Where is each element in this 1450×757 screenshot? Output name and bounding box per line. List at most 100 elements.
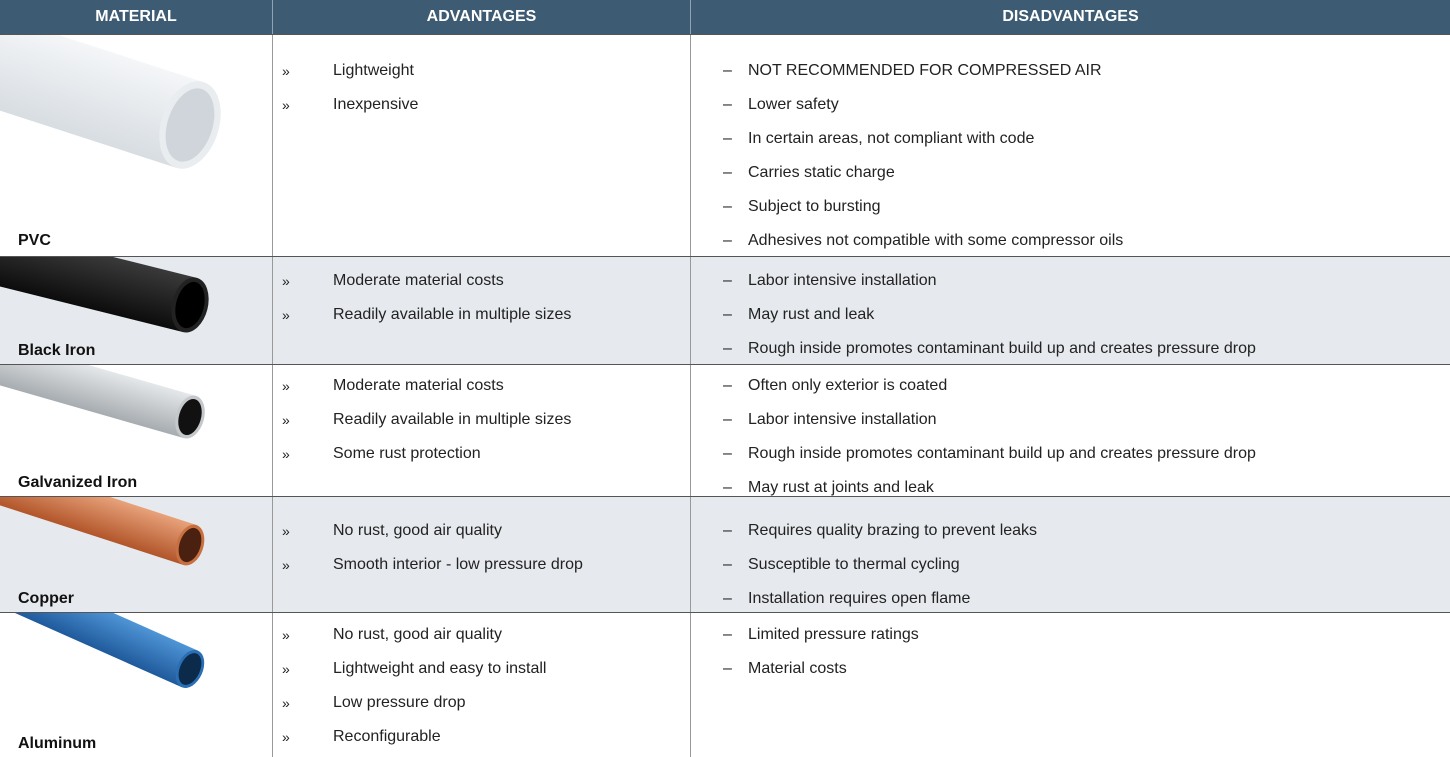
- column-divider: [272, 365, 273, 496]
- pipe-image: [0, 35, 221, 169]
- advantage: Readily available in multiple sizes: [333, 306, 572, 323]
- material-name: Copper: [18, 590, 74, 607]
- advantage: Smooth interior - low pressure drop: [333, 556, 583, 573]
- column-divider: [690, 613, 691, 757]
- disadvantage: Adhesives not compatible with some compr…: [748, 232, 1124, 249]
- advantage: No rust, good air quality: [333, 626, 502, 643]
- dash: –: [723, 660, 732, 677]
- disadvantage: May rust and leak: [748, 306, 875, 323]
- dash: –: [723, 96, 732, 113]
- material-name: PVC: [18, 232, 51, 249]
- column-divider: [690, 35, 691, 256]
- pipe-shape: [0, 497, 197, 565]
- disadvantage: Installation requires open flame: [748, 590, 971, 607]
- pipe-shape: [178, 653, 202, 685]
- dash: –: [723, 522, 732, 539]
- column-divider: [690, 257, 691, 364]
- pipe-shape: [0, 35, 221, 169]
- dash: –: [723, 198, 732, 215]
- dash: –: [723, 62, 732, 79]
- advantage: Low pressure drop: [333, 694, 466, 711]
- bullet: »: [282, 729, 290, 745]
- dash: –: [723, 130, 732, 147]
- disadvantage: Labor intensive installation: [748, 272, 937, 289]
- dash: –: [723, 626, 732, 643]
- dash: –: [723, 445, 732, 462]
- bullet: »: [282, 307, 290, 323]
- material-name: Aluminum: [18, 735, 97, 752]
- dash: –: [723, 590, 732, 607]
- disadvantage: Material costs: [748, 660, 847, 677]
- pipe-image: [0, 497, 205, 566]
- dash: –: [723, 556, 732, 573]
- dash: –: [723, 232, 732, 249]
- pipe-image: [0, 613, 205, 688]
- table-row: Black Iron » Moderate material costs » Readi…: [0, 256, 1450, 364]
- pipe-shape: [0, 365, 205, 439]
- pipe-image: [0, 365, 205, 439]
- advantage: Reconfigurable: [333, 728, 441, 745]
- column-header: DISADVANTAGES: [690, 0, 1450, 34]
- advantage: Inexpensive: [333, 96, 419, 113]
- disadvantage: NOT RECOMMENDED FOR COMPRESSED AIR: [748, 62, 1102, 79]
- column-divider: [272, 257, 273, 364]
- disadvantage: Limited pressure ratings: [748, 626, 919, 643]
- disadvantage: Rough inside promotes contaminant build …: [748, 340, 1256, 357]
- table-row: Copper » No rust, good air quality » Smooth …: [0, 496, 1450, 612]
- bullet: »: [282, 695, 290, 711]
- bullet: »: [282, 627, 290, 643]
- material-name: Black Iron: [18, 342, 96, 359]
- disadvantage: Often only exterior is coated: [748, 377, 948, 394]
- disadvantage: Lower safety: [748, 96, 839, 113]
- disadvantage: Carries static charge: [748, 164, 895, 181]
- bullet: »: [282, 273, 290, 289]
- column-header: MATERIAL: [0, 0, 272, 34]
- pipe-shape: [175, 281, 205, 329]
- dash: –: [723, 164, 732, 181]
- pipe-shape: [0, 613, 205, 688]
- bullet: »: [282, 446, 290, 462]
- disadvantage: In certain areas, not compliant with cod…: [748, 130, 1035, 147]
- pipe-shape: [178, 398, 202, 436]
- dash: –: [723, 479, 732, 496]
- advantage: Lightweight: [333, 62, 414, 79]
- table-row: PVC» Lightweight» Inexpensive – NOT RECOMMEN…: [0, 34, 1450, 256]
- table-row: Aluminum » No rust, good air quality » Light…: [0, 612, 1450, 757]
- pipe-shape: [178, 527, 202, 563]
- disadvantage: Labor intensive installation: [748, 411, 937, 428]
- column-header: ADVANTAGES: [272, 0, 690, 34]
- table-row: Galvanized Iron » Moderate material costs »…: [0, 364, 1450, 496]
- column-divider: [690, 497, 691, 612]
- pipe-shape: [0, 35, 204, 168]
- disadvantage: Rough inside promotes contaminant build …: [748, 445, 1256, 462]
- bullet: »: [282, 412, 290, 428]
- advantage: Moderate material costs: [333, 272, 504, 289]
- advantage: Lightweight and easy to install: [333, 660, 547, 677]
- bullet: »: [282, 661, 290, 677]
- column-divider: [272, 35, 273, 256]
- column-divider: [272, 497, 273, 612]
- bullet: »: [282, 523, 290, 539]
- advantage: Moderate material costs: [333, 377, 504, 394]
- dash: –: [723, 411, 732, 428]
- pipe-shape: [0, 497, 205, 566]
- dash: –: [723, 306, 732, 323]
- disadvantage: May rust at joints and leak: [748, 479, 934, 496]
- advantage: Some rust protection: [333, 445, 481, 462]
- bullet: »: [282, 97, 290, 113]
- column-divider: [272, 613, 273, 757]
- disadvantage: Requires quality brazing to prevent leak…: [748, 522, 1038, 539]
- bullet: »: [282, 378, 290, 394]
- pipe-shape: [0, 257, 209, 333]
- pipe-shape: [0, 257, 197, 333]
- bullet: »: [282, 63, 290, 79]
- disadvantage: Susceptible to thermal cycling: [748, 556, 960, 573]
- pipe-image: [0, 257, 209, 333]
- pipe-shape: [0, 613, 199, 688]
- pipe-shape: [165, 88, 215, 162]
- dash: –: [723, 272, 732, 289]
- column-divider: [690, 365, 691, 496]
- pipe-shape: [0, 365, 197, 439]
- disadvantage: Subject to bursting: [748, 198, 881, 215]
